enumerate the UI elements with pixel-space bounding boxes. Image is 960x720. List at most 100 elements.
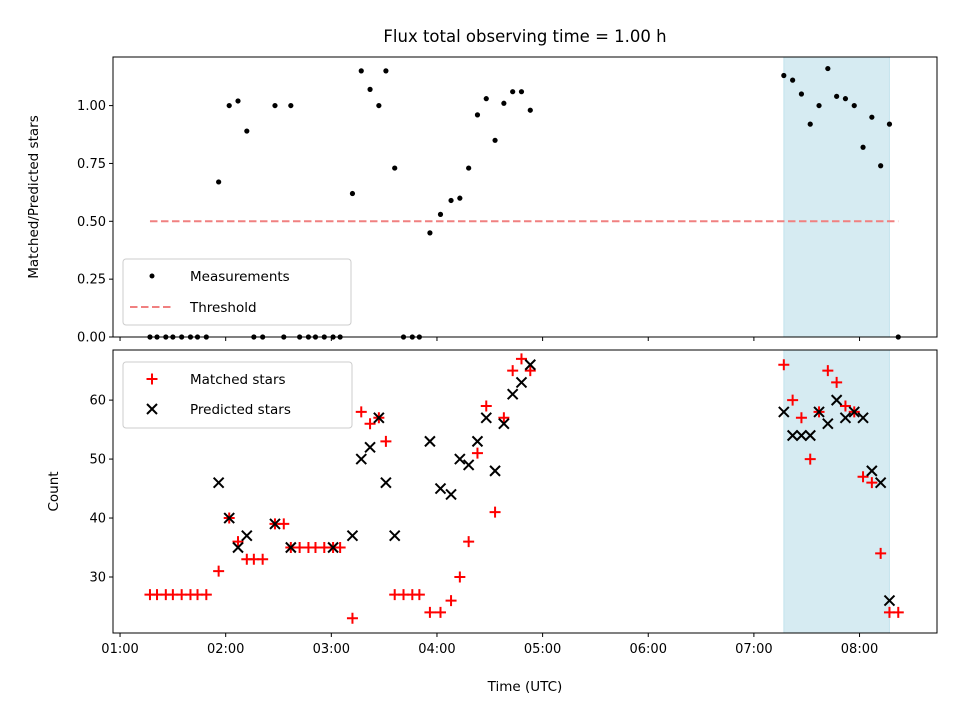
matched-star-point: [822, 365, 834, 377]
predicted-star-point: [822, 417, 834, 430]
x-tick-label: 08:00: [841, 642, 878, 657]
predicted-star-point: [232, 541, 244, 554]
measurement-point: [869, 114, 875, 120]
matched-star-point: [334, 542, 346, 554]
predicted-star-point: [883, 594, 896, 607]
bottom-legend-box: [122, 361, 353, 429]
x-tick-label: 06:00: [630, 642, 667, 657]
predicted-star-point: [355, 453, 367, 465]
matched-star-point: [278, 518, 290, 530]
matched-star-point: [778, 359, 790, 371]
predicted-star-point: [813, 406, 825, 418]
predicted-star-point: [373, 412, 385, 424]
matched-star-point: [380, 435, 392, 447]
y-tick-label: 30: [89, 570, 106, 585]
measurement-point: [226, 102, 232, 109]
predicted-star-point: [445, 488, 457, 501]
predicted-star-point: [424, 435, 436, 448]
matched-star-point: [200, 589, 212, 601]
measurement-point: [816, 102, 822, 109]
measurement-point: [272, 102, 278, 109]
matched-star-point: [454, 571, 466, 583]
predicted-star-point: [874, 476, 887, 489]
bottom-highlight-span: [783, 349, 890, 634]
predicted-star-point: [241, 530, 253, 542]
matched-star-point: [364, 418, 376, 430]
matched-star-point: [831, 376, 843, 388]
top-legend-box: [122, 258, 352, 326]
predicted-star-point: [346, 530, 359, 542]
predicted-star-point: [380, 476, 392, 489]
y-tick-label: 40: [89, 512, 106, 527]
top-axes-frame: [112, 56, 938, 338]
y-tick-label: 50: [89, 453, 106, 468]
measurement-point: [466, 165, 472, 171]
predicted-star-point: [434, 482, 447, 495]
measurement-point: [483, 96, 489, 102]
predicted-star-point: [223, 512, 235, 524]
measurement-point: [427, 230, 433, 236]
x-tick-label: 07:00: [735, 642, 772, 657]
matched-star-point: [355, 406, 367, 418]
legend-predicted-label: Predicted stars: [190, 402, 291, 418]
predicted-star-point: [454, 453, 466, 465]
bottom-y-ticks: 30 40 50 60: [89, 394, 113, 585]
measurement-point: [842, 96, 849, 102]
bottom-legend: Matched stars Predicted stars: [122, 361, 353, 429]
predicted-star-point: [498, 417, 510, 430]
measurement-point: [527, 107, 533, 113]
measurement-point: [474, 112, 481, 118]
matched-star-point: [445, 595, 457, 607]
measurement-point: [860, 144, 866, 150]
measurement-point: [367, 86, 373, 92]
chart-title: Flux total observing time = 1.00 h: [383, 27, 666, 46]
measurement-point: [216, 179, 222, 185]
legend-threshold-label: Threshold: [189, 300, 257, 316]
y-tick-label: 0.25: [77, 273, 106, 288]
predicted-star-point: [480, 412, 492, 424]
predicted-star-point: [778, 406, 790, 418]
measurement-point: [437, 211, 444, 217]
legend-matched-marker: [146, 373, 158, 385]
measurement-point: [851, 102, 857, 109]
predicted-star-point: [524, 359, 536, 371]
matched-star-point: [424, 606, 436, 618]
measurement-point: [235, 98, 241, 104]
predicted-star-point: [839, 412, 852, 424]
matched-star-point: [515, 353, 527, 365]
matched-star-point: [795, 412, 807, 424]
measurement-point: [448, 197, 454, 204]
measurement-point: [798, 91, 805, 97]
matched-star-point: [489, 506, 501, 518]
x-tick-label: 04:00: [418, 642, 455, 657]
bottom-y-axis-label: Count: [46, 471, 62, 511]
matched-star-point: [804, 453, 816, 465]
measurement-point: [878, 163, 884, 169]
matched-star-point: [346, 612, 358, 624]
predicted-star-point: [804, 429, 816, 442]
predicted-star-point: [795, 429, 808, 442]
predicted-star-point: [515, 376, 528, 389]
measurement-point: [376, 102, 382, 109]
y-tick-label: 1.00: [77, 99, 106, 114]
top-highlight-span: [783, 56, 890, 338]
measurement-point: [244, 128, 250, 134]
matched-star-point: [857, 471, 869, 483]
measurement-point: [358, 68, 364, 74]
measurement-point: [510, 89, 516, 95]
measurement-point: [518, 89, 525, 95]
x-tick-label: 03:00: [313, 642, 350, 657]
predicted-star-point: [506, 388, 519, 400]
top-panel: 0.00 0.25 0.50 0.75 1.00 Flux total observin…: [26, 27, 938, 346]
measurement-point: [501, 100, 507, 106]
measurement-point: [492, 137, 498, 143]
y-tick-label: 60: [89, 394, 106, 409]
measurement-point: [807, 121, 813, 127]
predicted-star-point: [866, 465, 878, 477]
matched-star-point: [434, 606, 446, 618]
y-tick-label: 0.00: [77, 331, 106, 346]
matched-star-point: [839, 400, 851, 412]
x-tick-label: 01:00: [101, 642, 138, 657]
measurement-point: [288, 102, 294, 109]
